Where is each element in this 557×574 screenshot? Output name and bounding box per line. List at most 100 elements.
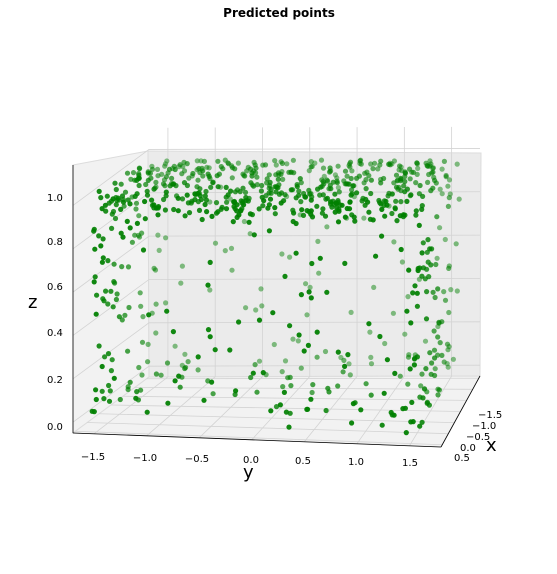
data-point	[360, 195, 366, 201]
data-point	[408, 192, 414, 198]
data-point	[161, 196, 167, 203]
y-axis-label: y	[243, 462, 254, 483]
data-point	[138, 303, 144, 309]
data-point	[432, 355, 438, 361]
data-point	[163, 189, 169, 195]
data-point	[153, 205, 159, 211]
data-point	[203, 188, 209, 195]
data-point	[231, 198, 237, 205]
data-point	[125, 197, 131, 203]
data-point	[332, 191, 338, 197]
z-grid-line	[72, 148, 481, 206]
data-point	[424, 389, 430, 395]
data-point	[424, 289, 430, 295]
data-point	[453, 241, 459, 247]
data-point	[293, 250, 299, 256]
data-point	[306, 168, 312, 174]
data-point	[182, 351, 188, 357]
data-point	[159, 171, 165, 177]
data-point	[230, 219, 236, 225]
data-point	[319, 183, 325, 189]
data-point	[232, 391, 238, 398]
data-point	[354, 190, 360, 196]
data-point	[404, 308, 410, 314]
data-point	[392, 370, 398, 376]
data-point	[113, 194, 119, 201]
data-point	[347, 199, 353, 205]
data-point	[425, 237, 431, 243]
data-point	[242, 189, 249, 195]
data-point	[251, 232, 257, 238]
data-point	[105, 301, 111, 307]
data-point	[342, 260, 348, 266]
data-point	[390, 310, 396, 316]
data-point	[108, 288, 114, 294]
data-point	[229, 165, 236, 171]
data-point	[129, 239, 135, 245]
data-point	[162, 207, 168, 213]
data-point	[433, 261, 439, 268]
data-point	[201, 397, 207, 403]
data-point	[264, 176, 270, 182]
data-point	[358, 407, 364, 413]
data-point	[204, 164, 210, 170]
data-point	[249, 173, 255, 179]
data-point	[241, 172, 247, 179]
data-point	[127, 379, 133, 385]
data-point	[444, 341, 451, 347]
data-point	[133, 206, 139, 212]
data-point	[422, 338, 429, 344]
data-point	[297, 212, 303, 218]
data-point	[91, 228, 97, 234]
data-point	[240, 171, 246, 177]
data-point	[423, 316, 430, 322]
data-point	[441, 158, 447, 164]
data-point	[189, 198, 195, 204]
data-point	[98, 195, 104, 201]
data-point	[154, 166, 161, 172]
data-point	[264, 180, 270, 186]
data-point	[186, 175, 192, 181]
data-point	[153, 184, 159, 190]
data-point	[218, 184, 224, 190]
data-point	[196, 207, 203, 213]
data-point	[208, 184, 214, 190]
data-point	[382, 340, 388, 347]
data-point	[246, 219, 252, 225]
data-point	[428, 371, 434, 377]
data-point	[417, 423, 423, 429]
data-point	[103, 288, 109, 294]
data-point	[424, 163, 430, 169]
data-point	[102, 354, 108, 360]
data-point	[368, 177, 374, 183]
data-point	[106, 398, 113, 404]
data-point	[404, 186, 410, 192]
data-point	[326, 389, 332, 395]
data-point	[266, 228, 272, 234]
data-point	[415, 267, 421, 274]
data-point	[368, 190, 374, 197]
data-point	[240, 185, 246, 191]
data-point	[308, 159, 314, 165]
data-point	[226, 161, 232, 167]
data-point	[207, 334, 213, 340]
data-point	[389, 210, 395, 217]
data-point	[273, 172, 279, 178]
data-point	[414, 303, 420, 309]
data-point	[413, 180, 419, 186]
data-point	[352, 218, 358, 224]
data-point	[273, 162, 279, 168]
data-point	[402, 170, 409, 176]
data-point	[268, 190, 274, 196]
data-point	[93, 387, 99, 393]
data-point	[145, 359, 151, 365]
data-point	[259, 182, 265, 189]
data-point	[177, 384, 183, 390]
data-point	[229, 267, 235, 273]
chart-title: Predicted points	[223, 6, 335, 20]
z-grid-line	[72, 278, 481, 336]
data-point	[419, 419, 425, 425]
data-point	[209, 213, 215, 219]
data-point	[153, 330, 159, 336]
data-point	[164, 308, 170, 314]
